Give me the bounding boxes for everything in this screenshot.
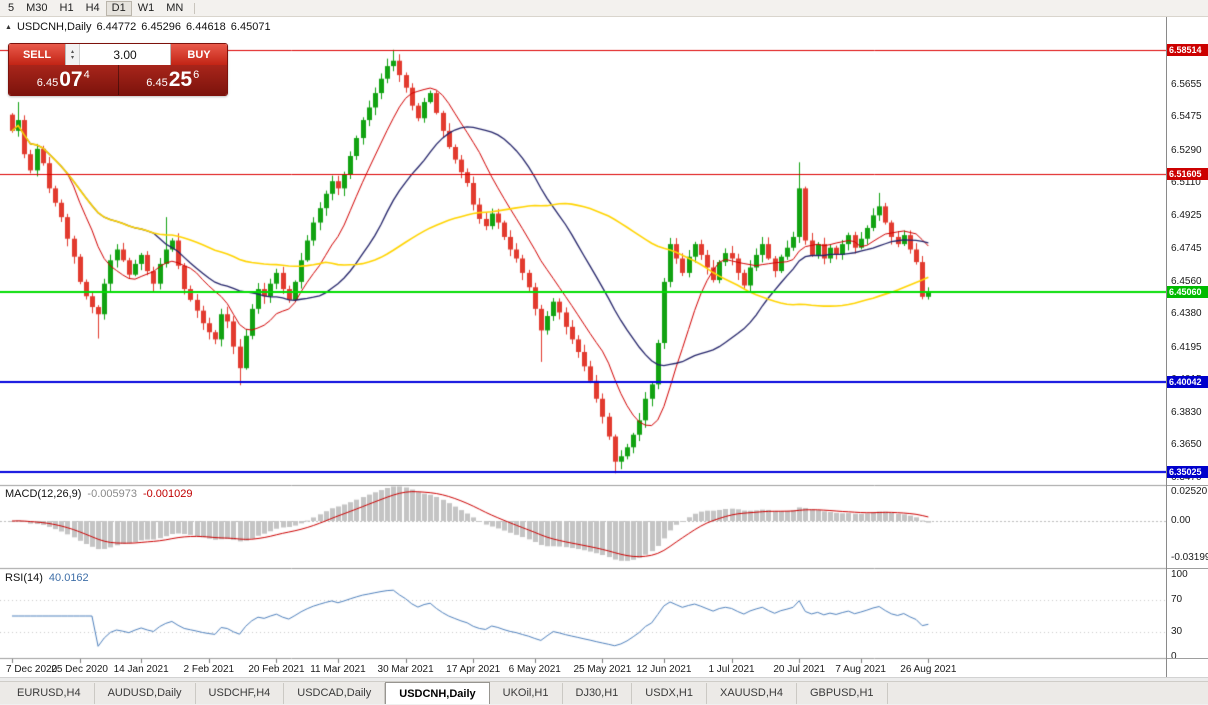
chart-tab-usdchf[interactable]: USDCHF,H4 xyxy=(196,683,285,704)
collapse-trade-panel-icon[interactable]: ▲ xyxy=(5,23,12,31)
axis-label: 30 xyxy=(1171,626,1183,638)
ask-big-digits: 25 xyxy=(168,68,193,91)
axis-label: 6.4195 xyxy=(1171,341,1202,353)
volume-input[interactable] xyxy=(80,44,170,65)
chart-tab-dj30[interactable]: DJ30,H1 xyxy=(563,683,633,704)
bid-ask-divider xyxy=(117,65,119,95)
volume-field: ▴ ▾ xyxy=(65,44,171,65)
chart-tab-usdx[interactable]: USDX,H1 xyxy=(632,683,707,704)
price-tag: 6.58514 xyxy=(1167,43,1208,56)
timeframe-button-d1[interactable]: D1 xyxy=(105,0,132,16)
timeframe-button-w1[interactable]: W1 xyxy=(132,1,161,16)
axis-label: 6.3650 xyxy=(1171,439,1202,451)
chart-tab-usdcad[interactable]: USDCAD,Daily xyxy=(284,683,386,704)
axis-label: 0 xyxy=(1171,651,1177,662)
symbol-title: USDCNH,Daily xyxy=(16,21,92,33)
timeframe-button-mn[interactable]: MN xyxy=(160,1,189,16)
rsi-label: RSI(14) 40.0162 xyxy=(5,572,89,584)
chart-region: ▲ USDCNH,Daily 6.44772 6.45296 6.44618 6… xyxy=(0,17,1208,677)
axis-label: 6.3830 xyxy=(1171,407,1202,419)
timeframe-button-h4[interactable]: H4 xyxy=(80,1,106,16)
ohlc-readout: ▲ USDCNH,Daily 6.44772 6.45296 6.44618 6… xyxy=(5,21,271,33)
sell-button[interactable]: SELL xyxy=(9,44,65,65)
chart-tab-audusd[interactable]: AUDUSD,Daily xyxy=(95,683,196,704)
axis-label: 6.4925 xyxy=(1171,210,1202,222)
pane-separator xyxy=(1167,485,1208,486)
timeframe-buttons: 5 M30 H1 H4 D1 W1 MN xyxy=(2,0,189,16)
pane-separator xyxy=(1167,568,1208,569)
price-tag: 6.40042 xyxy=(1167,375,1208,388)
axis-label: 0.00 xyxy=(1171,515,1191,526)
price-tag: 6.35025 xyxy=(1167,466,1208,479)
timeframe-toolbar: 5 M30 H1 H4 D1 W1 MN xyxy=(0,0,1208,17)
timeframe-button-5[interactable]: 5 xyxy=(2,1,20,16)
axis-label: -0.03199 xyxy=(1171,551,1208,563)
rsi-value: 40.0162 xyxy=(48,572,89,584)
sell-price-panel[interactable]: 6.45 07 4 xyxy=(9,65,118,95)
spinner-down-icon[interactable]: ▾ xyxy=(70,54,74,61)
chart-tab-eurusd[interactable]: EURUSD,H4 xyxy=(4,683,95,704)
chart-tab-ukoil[interactable]: UKOil,H1 xyxy=(490,683,563,704)
timeframe-button-m30[interactable]: M30 xyxy=(20,1,53,16)
price-tag: 6.51605 xyxy=(1167,167,1208,180)
axis-label: 6.5110 xyxy=(1171,176,1201,188)
buy-button[interactable]: BUY xyxy=(171,44,227,65)
readout-open: 6.44772 xyxy=(96,21,137,33)
chart-tab-xauusd[interactable]: XAUUSD,H4 xyxy=(707,683,797,704)
axis-label: 6.5290 xyxy=(1171,144,1202,156)
chart-tab-usdcnh[interactable]: USDCNH,Daily xyxy=(385,682,490,704)
chart-tabbar: EURUSD,H4 AUDUSD,Daily USDCHF,H4 USDCAD,Dai… xyxy=(0,681,1208,704)
readout-close: 6.45071 xyxy=(230,21,271,33)
macd-label: MACD(12,26,9) -0.005973 -0.001029 xyxy=(5,488,193,500)
bid-prefix: 6.45 xyxy=(36,76,59,89)
readout-high: 6.45296 xyxy=(141,21,182,33)
ask-prefix: 6.45 xyxy=(146,76,168,89)
axis-label: 0.02520 xyxy=(1171,485,1208,497)
axis-label: 70 xyxy=(1171,593,1183,605)
chart-tab-gbpusd[interactable]: GBPUSD,H1 xyxy=(797,683,888,704)
axis-label: 6.5475 xyxy=(1171,111,1202,123)
pane-separator xyxy=(1167,658,1208,659)
axis-label: 100 xyxy=(1171,569,1188,580)
bid-big-digits: 07 xyxy=(59,68,83,91)
axis-label: 6.4560 xyxy=(1171,275,1202,287)
readout-low: 6.44618 xyxy=(186,21,226,33)
bid-pip-digit: 4 xyxy=(83,69,90,81)
timeframe-button-h1[interactable]: H1 xyxy=(54,1,80,16)
spinner-up-icon[interactable]: ▴ xyxy=(70,48,74,55)
buy-price-panel[interactable]: 6.45 25 6 xyxy=(119,65,228,95)
bottom-strip xyxy=(0,677,1208,681)
volume-spinner[interactable]: ▴ ▾ xyxy=(66,44,80,65)
toolbar-separator xyxy=(194,2,196,14)
axis-label: 6.4745 xyxy=(1171,242,1202,254)
macd-main-value: -0.005973 xyxy=(87,488,137,500)
price-axis: 6.5655 6.5475 6.5290 6.5110 6.4925 6.4745 6.45… xyxy=(1166,17,1208,677)
rsi-name: RSI(14) xyxy=(5,572,43,584)
macd-signal-value: -0.001029 xyxy=(142,488,193,500)
macd-name: MACD(12,26,9) xyxy=(5,488,82,500)
axis-label: 6.5655 xyxy=(1171,79,1202,90)
ask-pip-digit: 6 xyxy=(193,69,200,81)
price-chart-canvas[interactable] xyxy=(0,17,1166,677)
price-tag: 6.45060 xyxy=(1167,285,1208,298)
axis-label: 6.4380 xyxy=(1171,308,1202,320)
